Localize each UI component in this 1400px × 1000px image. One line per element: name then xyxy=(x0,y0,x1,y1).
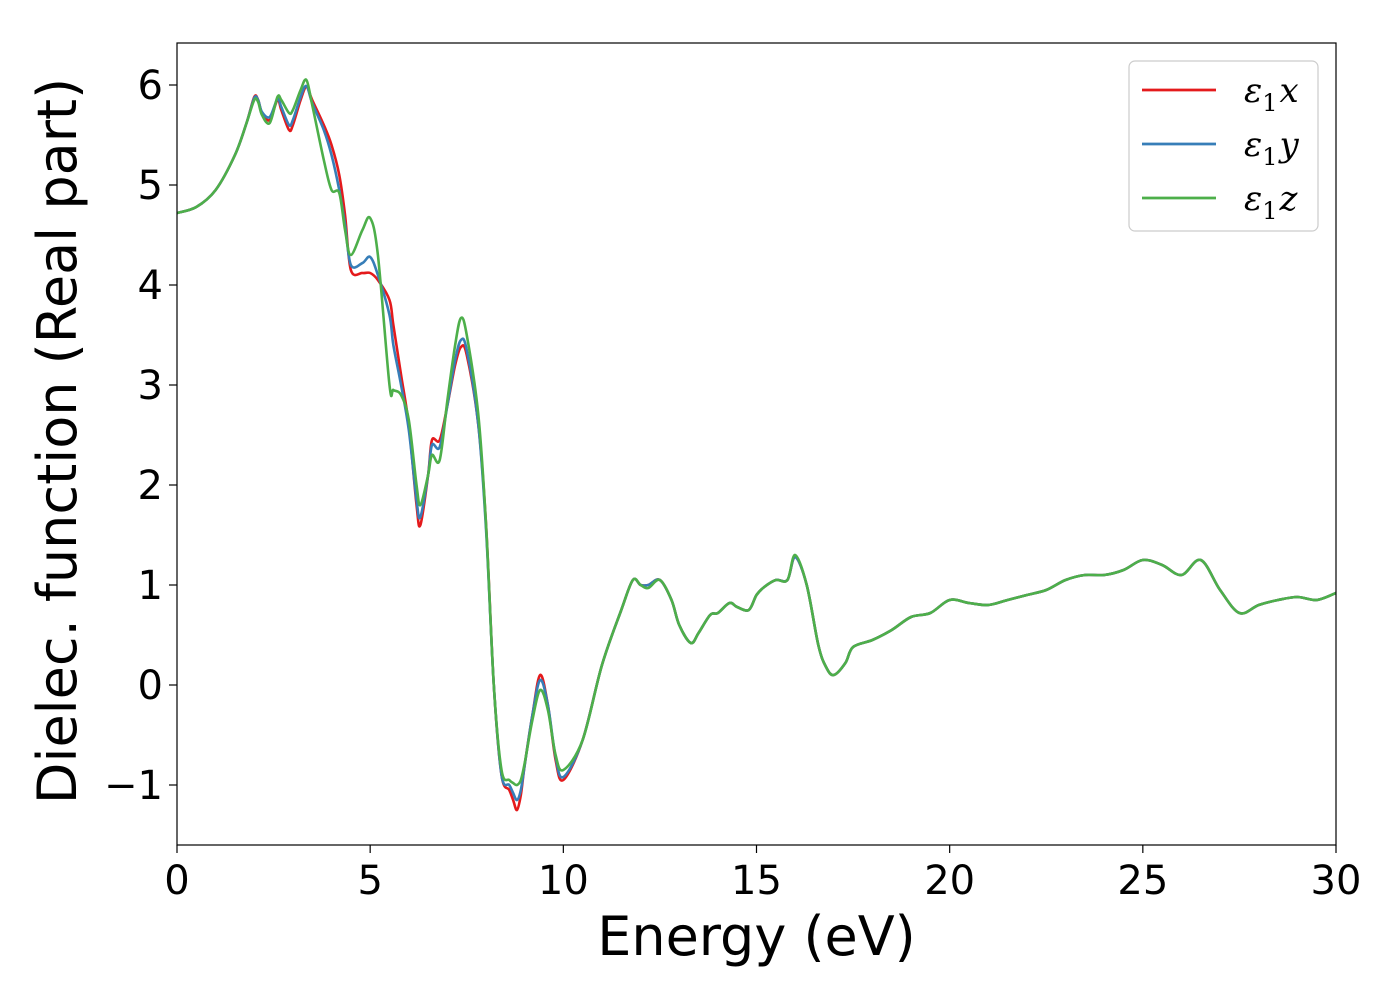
legend-label-subscript: 1 xyxy=(1262,143,1277,171)
legend-label-subscript: 1 xyxy=(1262,89,1277,117)
axis-ticks: 0 5 10 15 20 25 30 −1 0 1 2 3 4 5 6 xyxy=(104,63,1361,904)
legend-label-main: ε xyxy=(1244,71,1262,111)
y-tick-label: 6 xyxy=(138,63,163,109)
legend-label-main: ε xyxy=(1244,179,1262,219)
legend-label: ε1y xyxy=(1244,125,1300,171)
legend-label-variable: x xyxy=(1280,71,1299,111)
y-tick-label: −1 xyxy=(104,763,163,809)
y-tick-label: 2 xyxy=(138,463,163,509)
legend-box xyxy=(1128,60,1319,232)
y-tick-label: 1 xyxy=(138,563,163,609)
x-tick-label: 15 xyxy=(731,858,782,904)
legend-label-main: ε xyxy=(1244,125,1262,165)
y-tick-label: 3 xyxy=(138,363,163,409)
x-tick-label: 20 xyxy=(924,858,975,904)
legend-label-variable: z xyxy=(1279,179,1299,219)
legend-label-variable: y xyxy=(1278,125,1300,165)
x-tick-label: 5 xyxy=(357,858,382,904)
x-tick-label: 30 xyxy=(1311,858,1362,904)
x-tick-label: 0 xyxy=(164,858,189,904)
legend-label: ε1x xyxy=(1244,71,1299,117)
y-tick-label: 5 xyxy=(138,163,163,209)
x-tick-label: 10 xyxy=(538,858,589,904)
series-lines xyxy=(177,78,1336,812)
x-axis-title: Energy (eV) xyxy=(597,905,916,968)
legend-label-subscript: 1 xyxy=(1262,197,1277,225)
legend-label: ε1z xyxy=(1244,179,1299,225)
y-tick-label: 0 xyxy=(138,663,163,709)
y-tick-label: 4 xyxy=(138,263,163,309)
y-axis-title: Dielec. function (Real part) xyxy=(26,78,89,804)
x-tick-label: 25 xyxy=(1117,858,1168,904)
series-line-z xyxy=(177,78,1336,787)
